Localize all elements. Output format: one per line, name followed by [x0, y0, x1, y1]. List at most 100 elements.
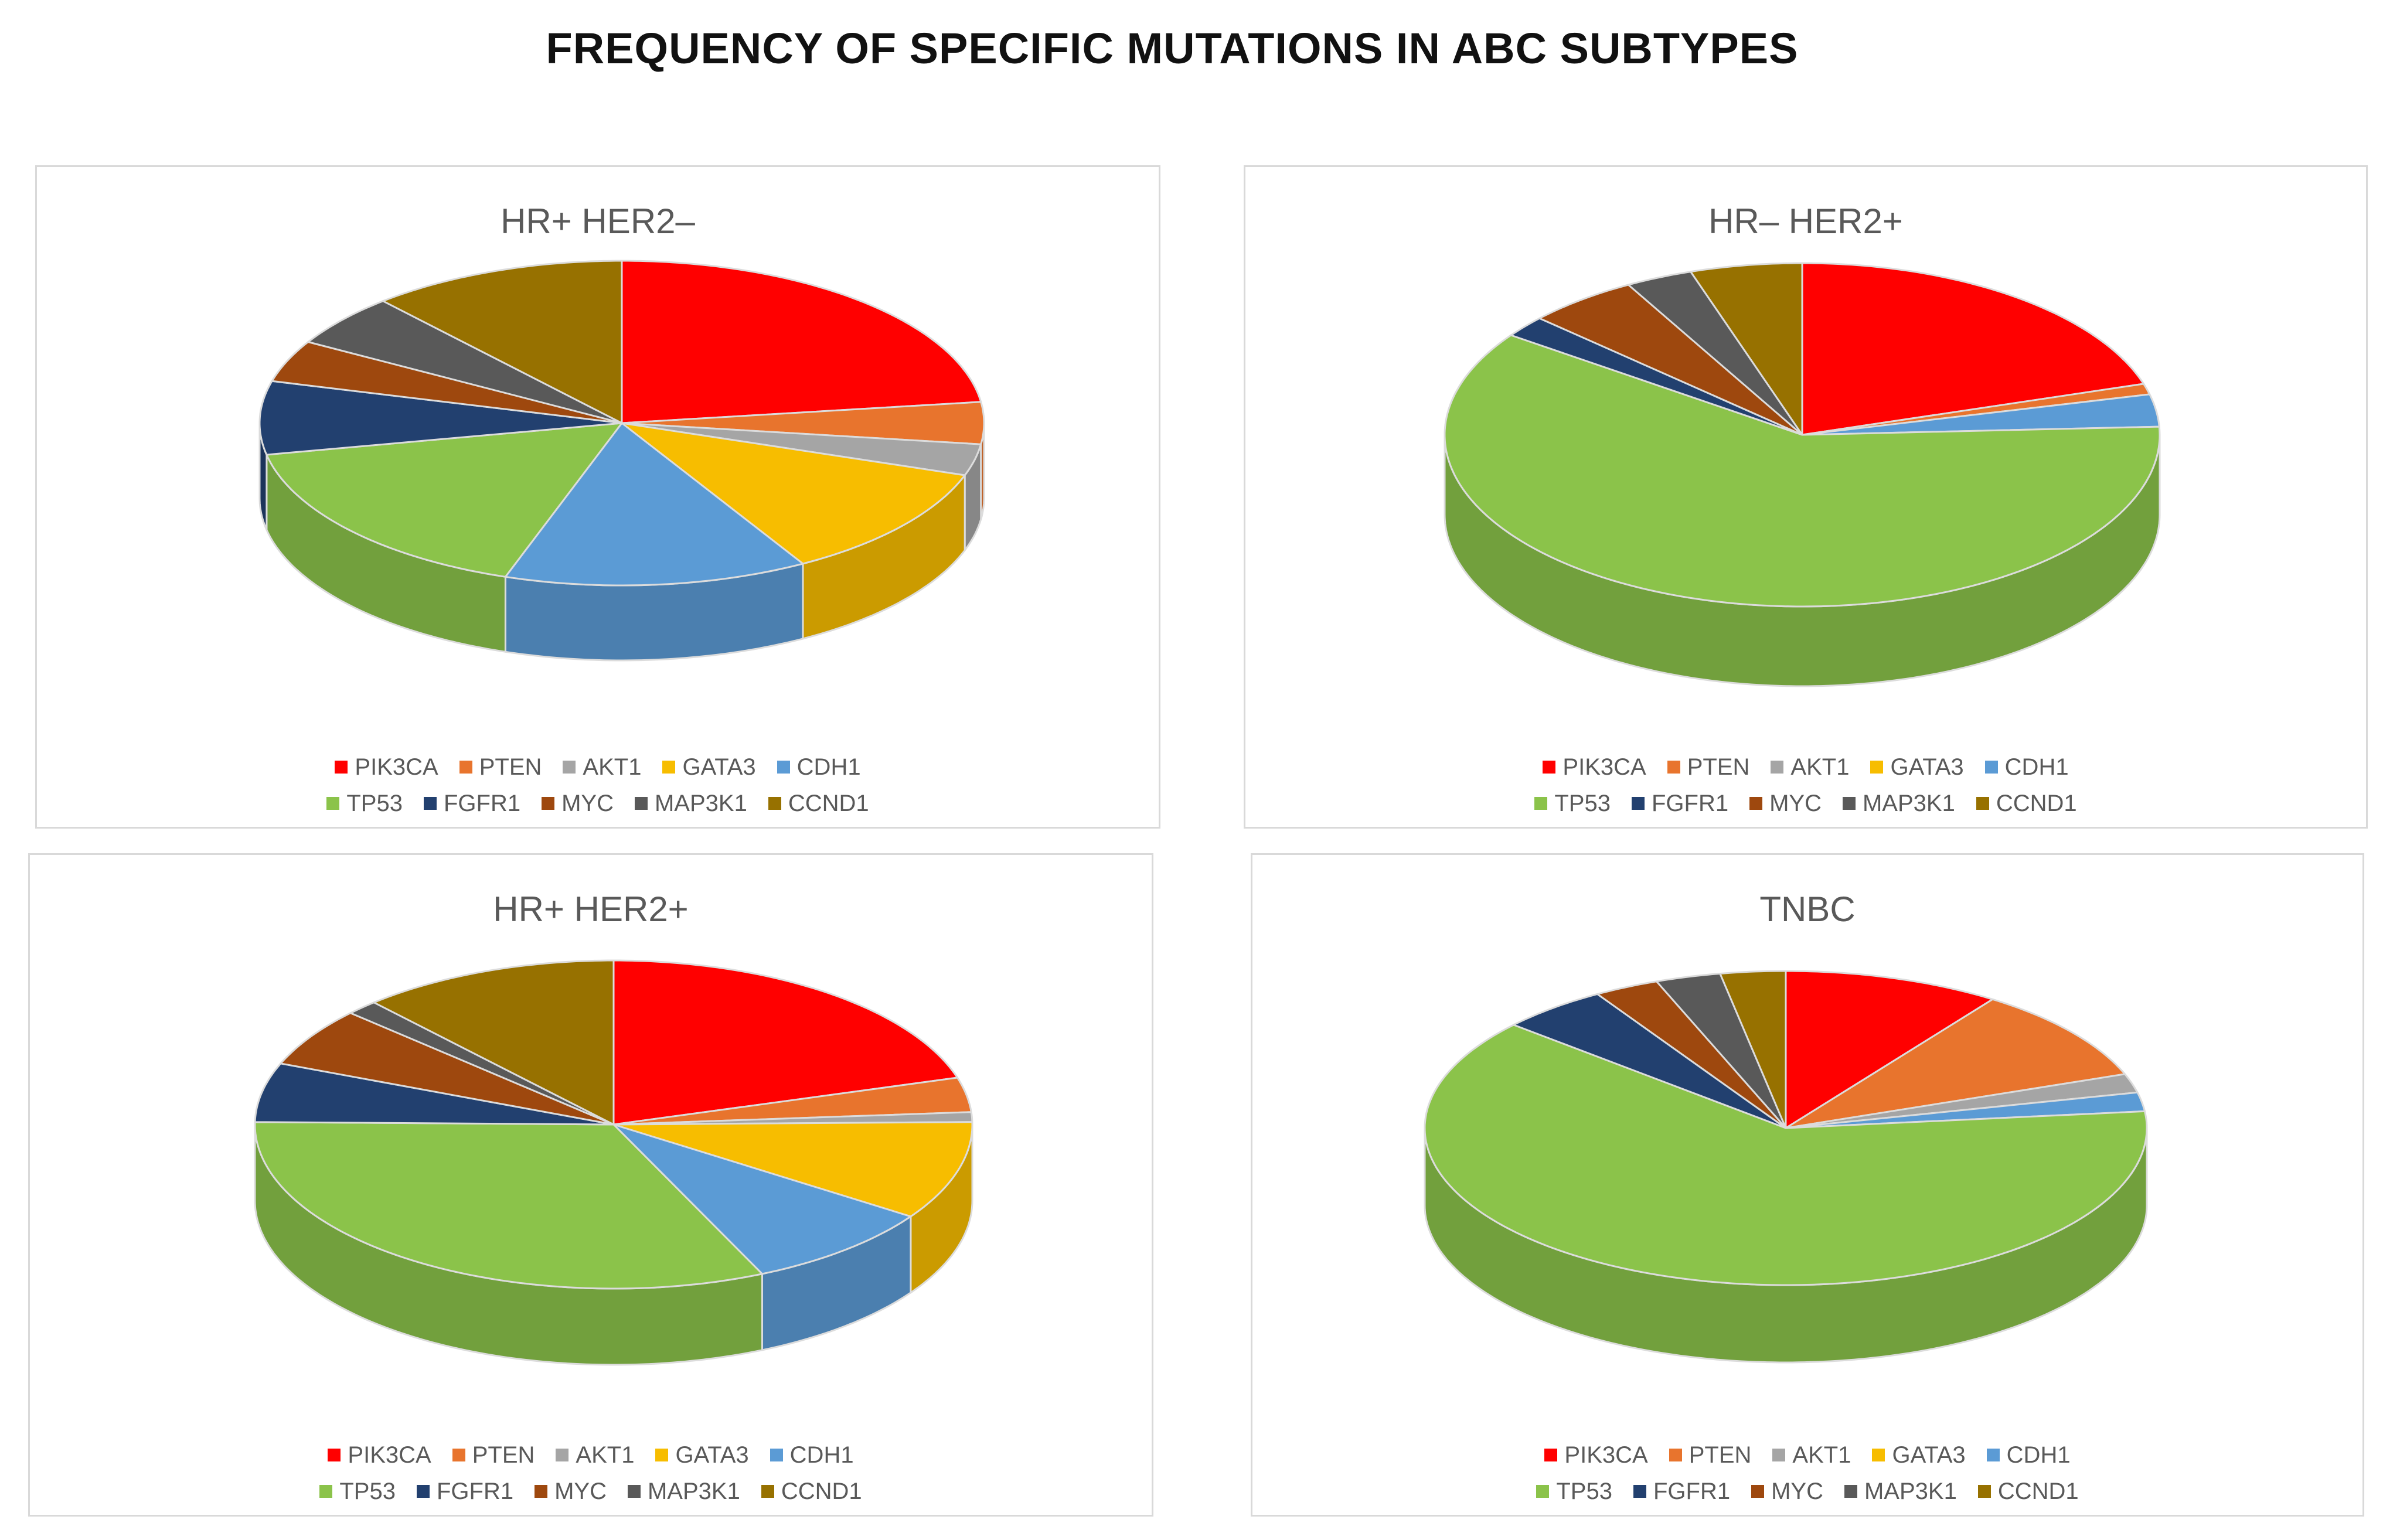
- legend-label: AKT1: [583, 754, 642, 780]
- legend-label: MAP3K1: [647, 1478, 740, 1504]
- legend-swatch: [1536, 1485, 1550, 1498]
- pie-slice-pik3ca: [612, 959, 958, 1126]
- legend-label: MYC: [1771, 1478, 1823, 1504]
- legend-item-ccnd1: CCND1: [761, 1477, 862, 1505]
- pie-slice-ccnd1: [1690, 262, 1803, 436]
- legend-swatch: [1631, 797, 1645, 810]
- pie-slice-pten: [612, 1076, 972, 1126]
- pie-slice-cdh1: [612, 1123, 912, 1275]
- pie-slices: [258, 260, 985, 587]
- pie-slice-ccnd1: [373, 959, 615, 1126]
- legend-item-map3k1: MAP3K1: [634, 789, 747, 817]
- legend-swatch: [326, 797, 340, 810]
- legend-swatch: [1772, 1449, 1786, 1461]
- legend-label: AKT1: [1790, 754, 1850, 780]
- legend-item-cdh1: CDH1: [777, 753, 861, 781]
- pie-slice-tp53: [1424, 1024, 2148, 1286]
- legend-label: TP53: [346, 791, 403, 816]
- pie-chart-tnbc: [1424, 970, 2148, 1364]
- pie-slice-gata3: [612, 1121, 973, 1218]
- legend-swatch: [1749, 797, 1763, 810]
- legend-label: CDH1: [2006, 1442, 2071, 1468]
- pie-slice-ccnd1: [1719, 970, 1787, 1129]
- legend-swatch: [452, 1449, 465, 1461]
- legend-item-pten: PTEN: [452, 1441, 535, 1469]
- legend-swatch: [1984, 761, 1998, 774]
- legend-item-fgfr1: FGFR1: [423, 789, 520, 817]
- chart-title: HR– HER2+: [1708, 202, 1903, 241]
- pie-slice-cdh1: [1801, 393, 2160, 436]
- pie-chart-hr-pos-her2-pos: [254, 959, 973, 1366]
- legend-swatch: [662, 761, 676, 774]
- legend-item-gata3: GATA3: [1870, 753, 1964, 781]
- legend-item-map3k1: MAP3K1: [1844, 1477, 1957, 1505]
- pie-chart-hr-neg-her2-pos: [1444, 262, 2161, 687]
- legend-item-pik3ca: PIK3CA: [1543, 753, 1646, 781]
- legend-swatch: [1872, 1449, 1885, 1461]
- legend-label: TP53: [1554, 791, 1611, 816]
- pie-slice-fgfr1: [1510, 317, 1803, 436]
- legend-swatch: [1842, 797, 1856, 810]
- legend-label: MYC: [1769, 791, 1822, 816]
- legend-label: GATA3: [675, 1442, 749, 1468]
- legend-item-pten: PTEN: [1667, 753, 1749, 781]
- pie-slices: [1444, 262, 2161, 608]
- pie-slice-pik3ca: [621, 260, 982, 424]
- pie-slice-fgfr1: [258, 380, 623, 456]
- legend-swatch: [768, 797, 781, 810]
- legend-swatch: [1667, 761, 1680, 774]
- legend-label: CCND1: [1997, 1478, 2079, 1504]
- legend-label: CCND1: [788, 791, 869, 816]
- pie-slice-map3k1: [1656, 973, 1787, 1129]
- legend-item-map3k1: MAP3K1: [1842, 789, 1955, 817]
- legend-swatch: [1870, 761, 1884, 774]
- legend-item-tp53: TP53: [326, 789, 403, 817]
- chart-panel-hr-pos-her2-pos: HR+ HER2+ PIK3CA PTEN AKT1 GATA3 CDH1 TP53 FG…: [28, 853, 1153, 1517]
- pie-slice-fgfr1: [1513, 993, 1787, 1129]
- legend-swatch: [1771, 761, 1784, 774]
- legend-label: GATA3: [1890, 754, 1964, 780]
- pie-slice-map3k1: [349, 1001, 615, 1126]
- legend-item-gata3: GATA3: [1872, 1441, 1966, 1469]
- legend-label: PTEN: [479, 754, 542, 780]
- legend-label: PTEN: [472, 1442, 535, 1468]
- legend-item-tp53: TP53: [1536, 1477, 1612, 1505]
- legend-item-cdh1: CDH1: [1984, 753, 2069, 781]
- legend-swatch: [563, 761, 576, 774]
- legend-item-ccnd1: CCND1: [1976, 789, 2077, 817]
- legend-label: CDH1: [789, 1442, 854, 1468]
- legend-item-pik3ca: PIK3CA: [1544, 1441, 1648, 1469]
- legend-label: MYC: [554, 1478, 607, 1504]
- legend-swatch: [655, 1449, 669, 1461]
- legend-label: CCND1: [781, 1478, 862, 1504]
- legend-item-pten: PTEN: [459, 753, 542, 781]
- pie-slice-cdh1: [1785, 1091, 2146, 1129]
- pie-slice-pten: [621, 401, 985, 445]
- legend-label: PIK3CA: [1562, 754, 1646, 780]
- legend-swatch: [423, 797, 437, 810]
- legend-item-myc: MYC: [1751, 1477, 1823, 1505]
- legend-swatch: [416, 1485, 430, 1498]
- legend-item-fgfr1: FGFR1: [1633, 1477, 1730, 1505]
- pie-slice-pik3ca: [1801, 262, 2144, 436]
- legend-swatch: [634, 797, 648, 810]
- legend-item-myc: MYC: [1749, 789, 1822, 817]
- pie-slice-fgfr1: [254, 1062, 615, 1126]
- legend-label: AKT1: [1792, 1442, 1851, 1468]
- legend-item-tp53: TP53: [319, 1477, 396, 1505]
- pie-slice-tp53: [254, 1121, 763, 1290]
- legend-swatch: [1751, 1485, 1765, 1498]
- legend-label: PIK3CA: [348, 1442, 431, 1468]
- pie-slice-gata3: [621, 422, 966, 565]
- legend-swatch: [761, 1485, 774, 1498]
- legend-label: CDH1: [796, 754, 861, 780]
- legend-item-gata3: GATA3: [662, 753, 756, 781]
- pie-slice-pik3ca: [1785, 970, 1994, 1129]
- pie-slice-myc: [1538, 284, 1803, 436]
- legend-label: GATA3: [1892, 1442, 1966, 1468]
- legend-item-tp53: TP53: [1534, 789, 1611, 817]
- legend-item-akt1: AKT1: [563, 753, 641, 781]
- pie-slice-tp53: [265, 422, 623, 578]
- legend-label: FGFR1: [1653, 1478, 1731, 1504]
- legend-label: TP53: [1556, 1478, 1612, 1504]
